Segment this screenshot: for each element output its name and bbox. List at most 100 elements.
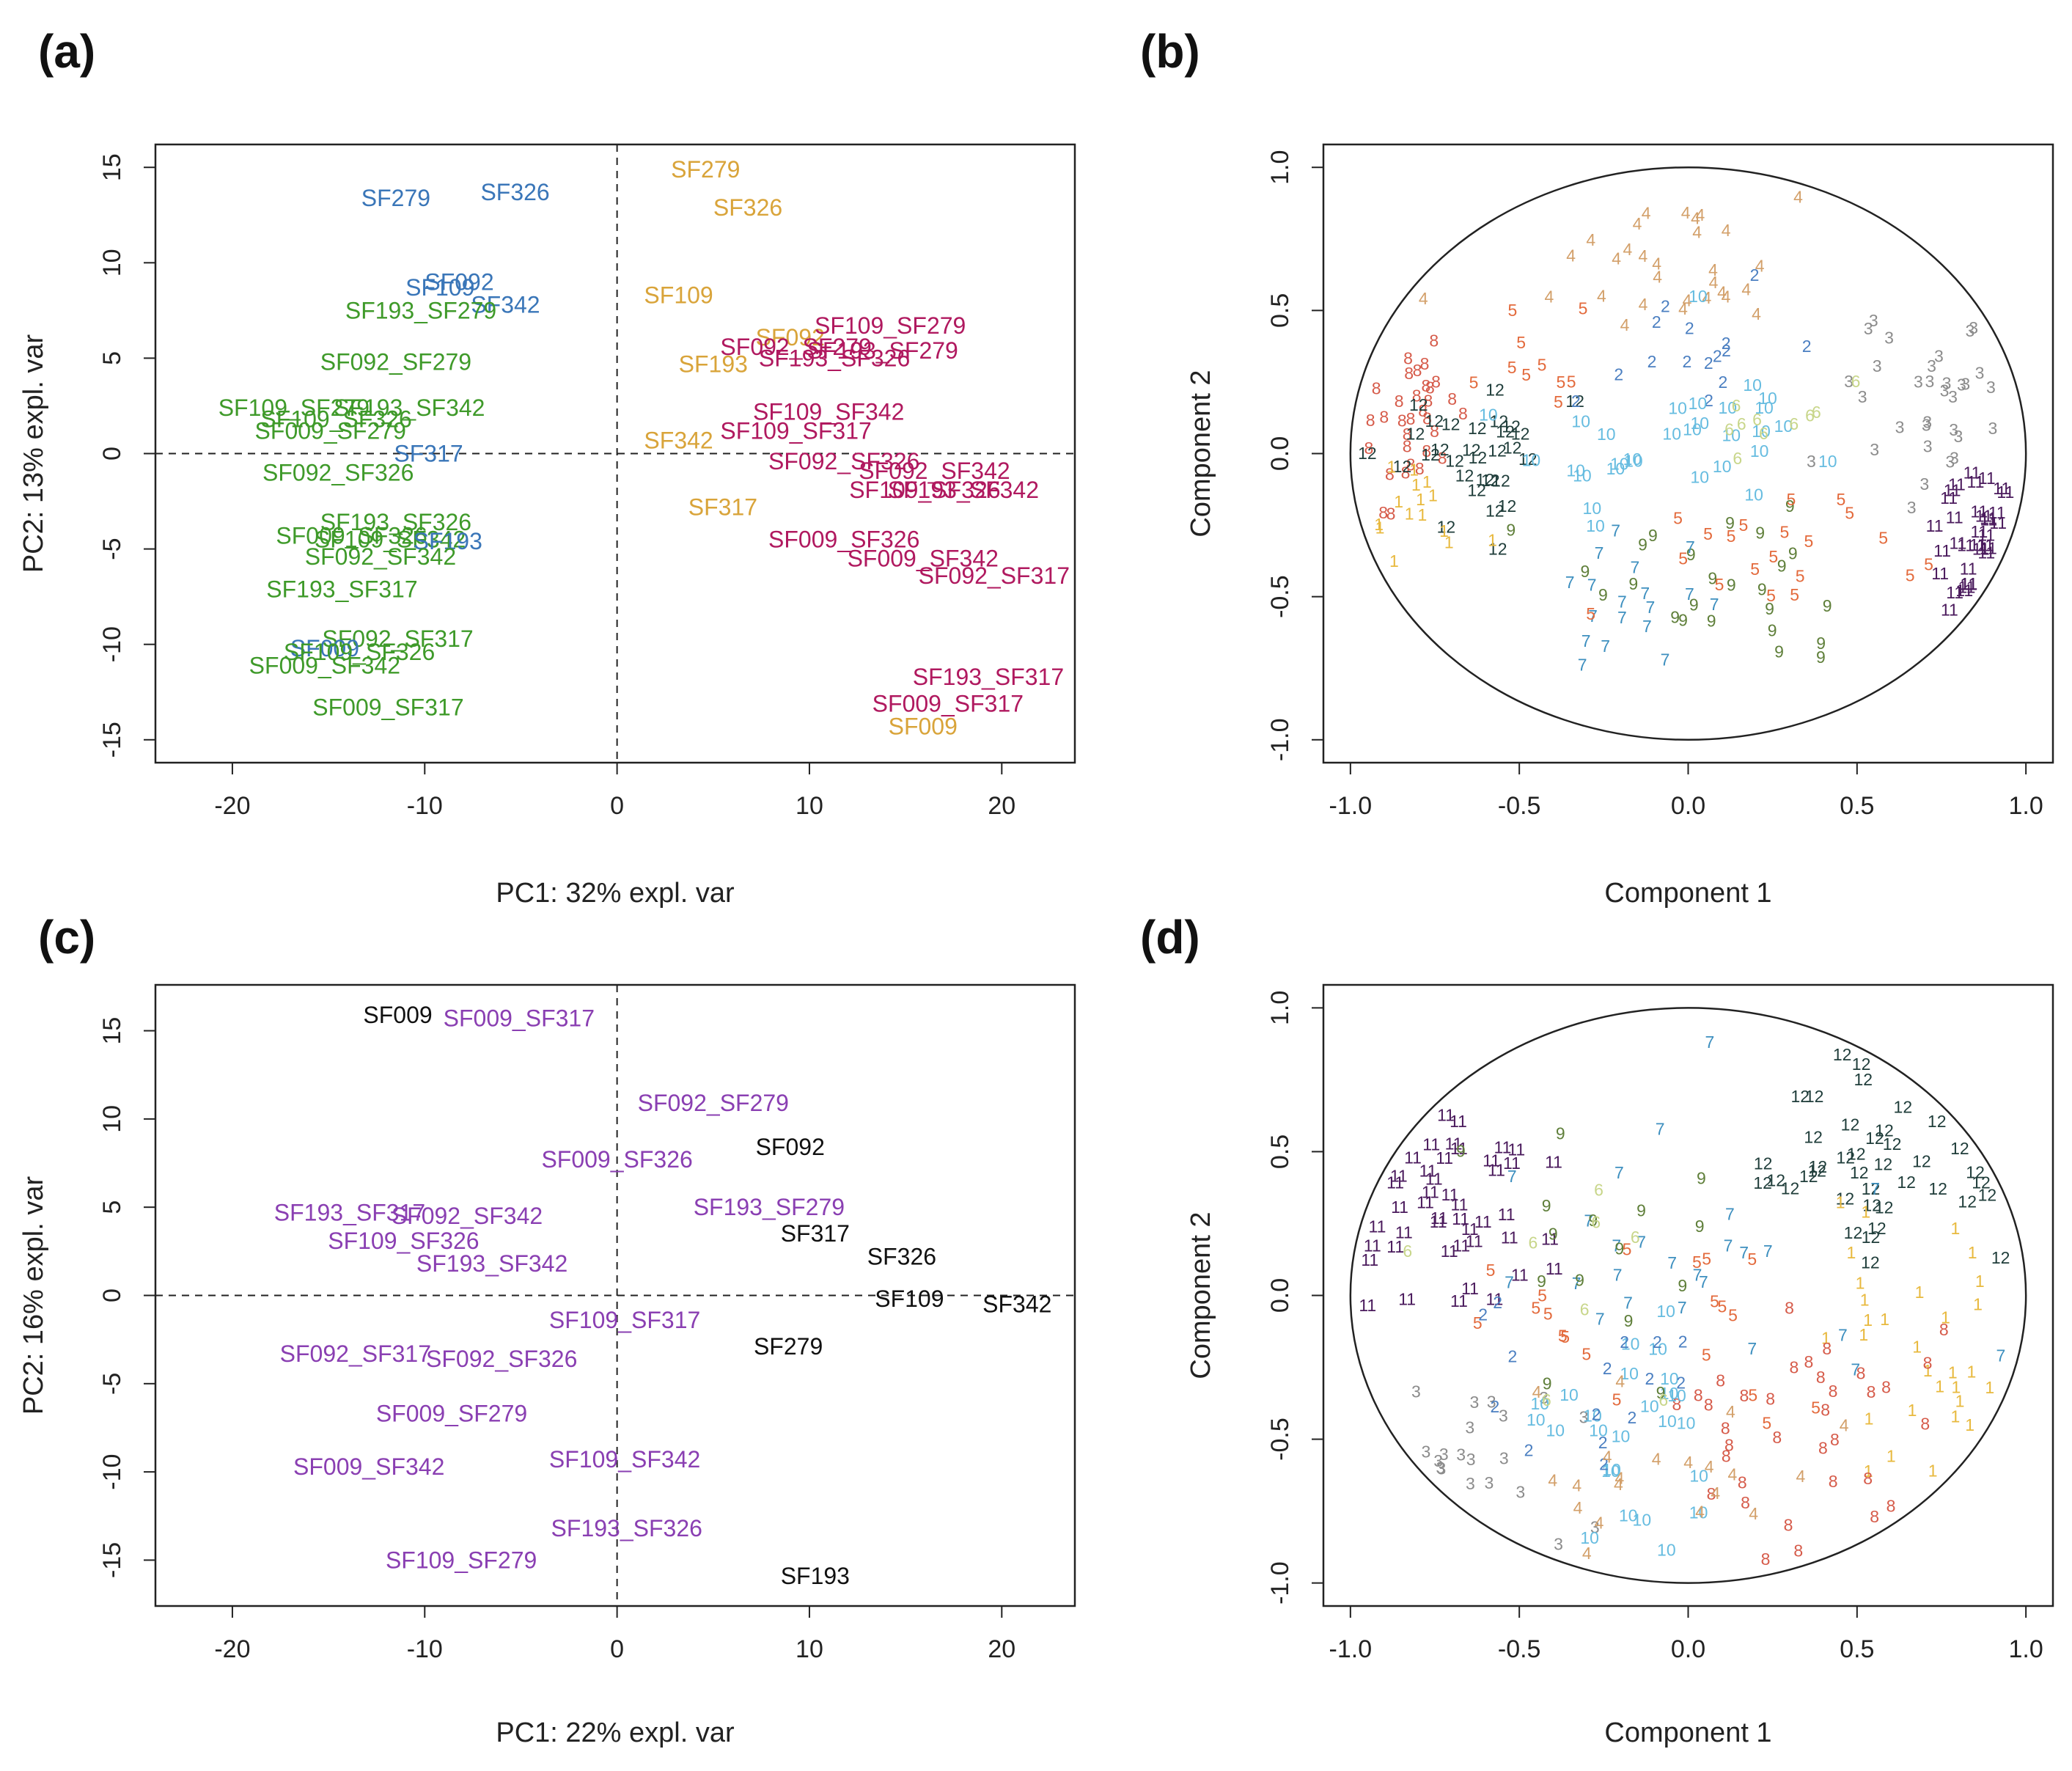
variable-label: 11 <box>1398 1289 1416 1308</box>
variable-label: 10 <box>1660 1369 1679 1388</box>
variable-label: 11 <box>1437 1105 1455 1124</box>
point-label: SF092 <box>425 268 493 295</box>
variable-label: 3 <box>1953 427 1963 446</box>
variable-label: 10 <box>1691 414 1710 433</box>
variable-label: 10 <box>1689 1503 1708 1522</box>
variable-label: 5 <box>1727 527 1736 546</box>
point-label: SF009 <box>889 714 958 740</box>
point-label: SF109_SF279 <box>218 395 370 421</box>
variable-label: 1 <box>1374 515 1384 534</box>
variable-label: 7 <box>1601 637 1610 656</box>
variable-label: 1 <box>1394 492 1403 511</box>
point-label: SF109_SF326 <box>284 639 435 665</box>
variable-label: 11 <box>1944 480 1961 499</box>
variable-label: 10 <box>1621 1334 1640 1353</box>
variable-label: 11 <box>1461 1220 1479 1239</box>
variable-label: 8 <box>1422 376 1431 395</box>
point-label: SF193_SF342 <box>888 477 1039 503</box>
point-label: SF193 <box>781 1563 850 1589</box>
variable-label: 8 <box>1418 401 1428 420</box>
variable-label: 12 <box>1358 444 1377 463</box>
variable-label: 11 <box>1450 1291 1468 1310</box>
variable-label: 8 <box>1856 1363 1866 1382</box>
point-label: SF092_SF342 <box>392 1203 543 1229</box>
variable-label: 1 <box>1865 1409 1874 1429</box>
variable-label: 8 <box>1378 503 1388 522</box>
point-label: SF317 <box>781 1220 850 1247</box>
variable-label: 3 <box>1411 1382 1421 1401</box>
x-tick-label: -0.5 <box>1498 792 1541 820</box>
variable-label: 11 <box>1430 1209 1448 1228</box>
variable-label: 8 <box>1722 1447 1731 1466</box>
variable-label: 11 <box>1445 1134 1463 1154</box>
variable-label: 1 <box>1416 490 1425 509</box>
variable-label: 4 <box>1692 223 1702 242</box>
variable-label: 10 <box>1601 1462 1620 1481</box>
variable-label: 10 <box>1648 1339 1667 1358</box>
variable-label: 11 <box>1359 1296 1376 1315</box>
variable-label: 5 <box>1612 1390 1622 1409</box>
variable-label: 5 <box>1473 1313 1483 1332</box>
variable-label: 5 <box>1739 516 1749 535</box>
y-axis-title: Component 2 <box>1186 1211 1216 1379</box>
variable-label: 8 <box>1829 1382 1838 1401</box>
variable-label: 6 <box>1594 1180 1603 1199</box>
variable-label: 10 <box>1677 1413 1696 1432</box>
variable-label: 5 <box>1554 392 1563 411</box>
variable-label: 8 <box>1920 1414 1930 1433</box>
variable-label: 12 <box>1875 1198 1894 1217</box>
variable-label: 7 <box>1763 1242 1773 1261</box>
variable-label: 1 <box>1444 533 1454 552</box>
y-axis-title: PC2: 13% expl. var <box>18 334 49 573</box>
point-label: SF109_SF326 <box>849 477 1000 503</box>
variable-label: 10 <box>1656 1302 1675 1321</box>
variable-label: 6 <box>1529 1233 1538 1252</box>
variable-label: 7 <box>1724 1236 1733 1255</box>
x-tick-label: 0 <box>610 1635 624 1663</box>
variable-label: 8 <box>1672 1395 1682 1414</box>
variable-label: 8 <box>1412 386 1422 405</box>
variable-label: 2 <box>1704 353 1713 373</box>
variable-label: 12 <box>1874 1154 1893 1173</box>
variable-label: 12 <box>1511 425 1530 444</box>
variable-label: 4 <box>1711 1484 1720 1503</box>
point-label: SF009 <box>363 1002 432 1028</box>
point-label: SF109_SF326 <box>260 406 411 433</box>
variable-label: 7 <box>1710 595 1719 614</box>
variable-label: 12 <box>1950 1139 1969 1158</box>
variable-label: 11 <box>1955 581 1973 600</box>
variable-label: 2 <box>1598 1433 1608 1452</box>
variable-label: 11 <box>1948 474 1966 494</box>
variable-label: 11 <box>1977 536 1994 555</box>
point-label: SF009_SF317 <box>312 694 463 721</box>
variable-label: 8 <box>1704 1395 1713 1414</box>
variable-label: 4 <box>1639 246 1648 265</box>
point-label: SF009 <box>290 635 359 661</box>
variable-label: 4 <box>1652 1450 1661 1469</box>
y-tick-label: 5 <box>98 351 126 365</box>
variable-label: 8 <box>1741 1493 1750 1512</box>
variable-label: 5 <box>1673 508 1683 527</box>
x-tick-label: -10 <box>407 1635 443 1663</box>
variable-label: 12 <box>1862 1228 1881 1247</box>
point-label: SF092_SF317 <box>322 626 473 652</box>
variable-label: 3 <box>1986 378 1996 397</box>
variable-label: 8 <box>1881 1377 1891 1396</box>
variable-label: 10 <box>1818 452 1837 471</box>
variable-label: 10 <box>1589 1420 1608 1440</box>
variable-label: 5 <box>1579 298 1588 318</box>
variable-label: 10 <box>1774 417 1793 436</box>
point-label: SF009_SF279 <box>376 1401 527 1427</box>
variable-label: 8 <box>1379 407 1389 426</box>
variable-label: 12 <box>1805 1087 1824 1106</box>
variable-label: 3 <box>1469 1393 1479 1412</box>
variable-label: 7 <box>1565 573 1575 592</box>
point-label: SF009_SF342 <box>249 652 400 678</box>
variable-label: 12 <box>1766 1171 1785 1190</box>
variable-label: 5 <box>1538 356 1547 375</box>
variable-label: 8 <box>1818 1439 1828 1458</box>
variable-label: 7 <box>1646 598 1656 617</box>
variable-label: 8 <box>1822 1339 1832 1358</box>
variable-label: 5 <box>1768 547 1778 566</box>
variable-label: 5 <box>1521 365 1531 384</box>
